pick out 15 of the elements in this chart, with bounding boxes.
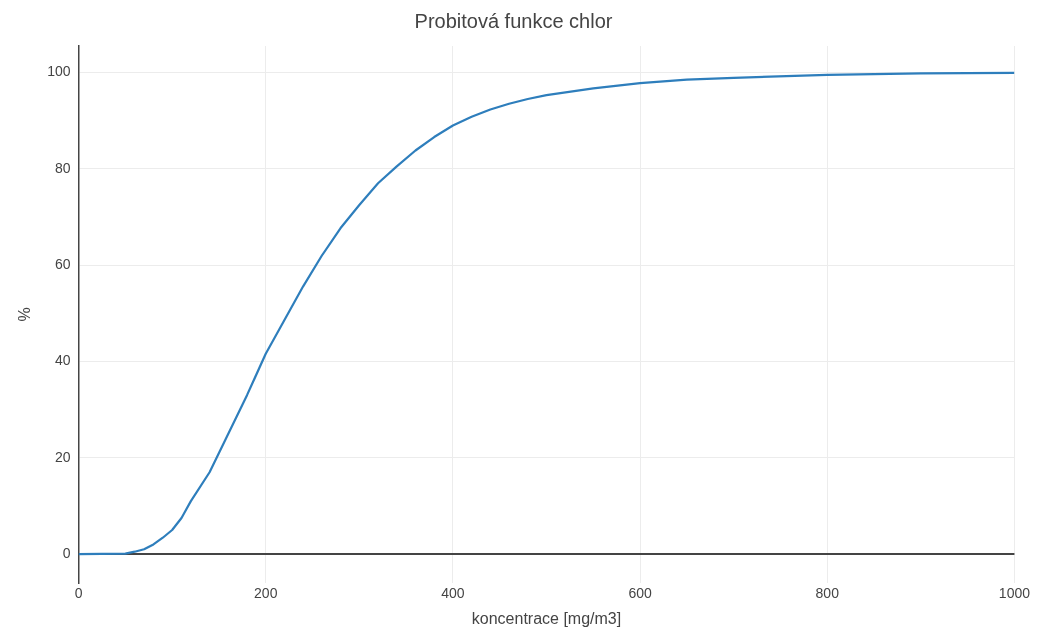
y-tick-label: 60 <box>54 255 71 272</box>
y-tick-label: 100 <box>47 63 71 80</box>
y-axis-title: % <box>16 307 34 322</box>
x-axis-title: koncentrace [mg/m3] <box>471 609 622 627</box>
y-tick-label: 20 <box>54 448 71 465</box>
x-tick-label: 800 <box>815 585 840 602</box>
chart-title: Probitová funkce chlor <box>414 9 613 32</box>
x-tick-label: 600 <box>628 585 652 602</box>
x-tick-label: 1000 <box>998 585 1031 602</box>
y-tick-label: 0 <box>62 544 71 561</box>
y-tick-label: 80 <box>54 159 71 176</box>
x-tick-label: 400 <box>441 585 465 602</box>
x-tick-label: 0 <box>74 585 83 602</box>
x-tick-label: 200 <box>254 585 278 602</box>
y-tick-label: 40 <box>54 352 71 369</box>
